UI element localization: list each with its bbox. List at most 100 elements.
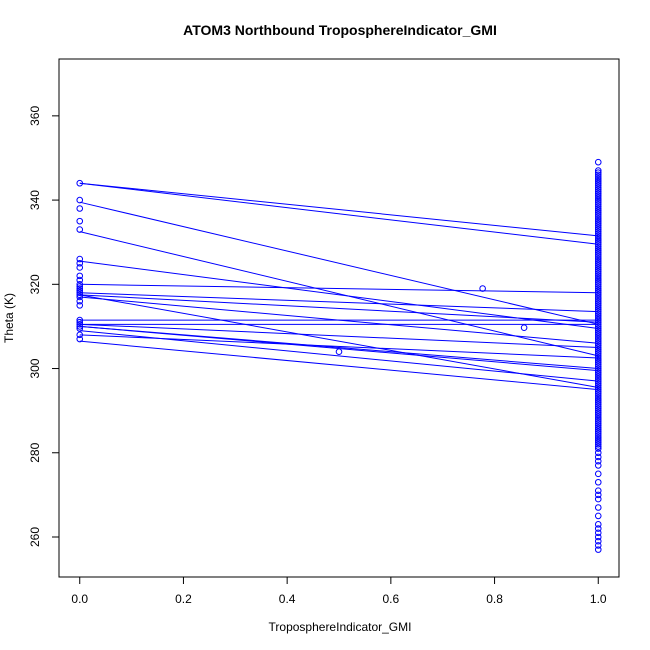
data-point: [594, 542, 602, 549]
data-point: [594, 323, 602, 330]
data-point: [594, 259, 602, 267]
data-point: [594, 487, 602, 494]
data-point: [594, 236, 602, 244]
data-point: [594, 234, 602, 242]
data-point: [594, 396, 602, 404]
data-point: [594, 321, 602, 328]
data-point: [594, 430, 602, 438]
data-point: [594, 243, 602, 250]
data-point: [594, 525, 602, 532]
data-point: [594, 241, 602, 248]
data-point: [594, 363, 602, 370]
data-point: [594, 409, 602, 417]
data-point: [594, 417, 602, 425]
data-point: [594, 264, 602, 271]
data-point: [594, 415, 602, 423]
data-point: [594, 285, 602, 292]
data-point: [594, 304, 602, 311]
data-point: [76, 335, 84, 343]
data-point: [594, 196, 602, 204]
data-point: [594, 217, 602, 225]
data-point: [594, 299, 602, 307]
series-points: [76, 158, 602, 553]
data-point: [594, 529, 602, 537]
data-point: [594, 207, 602, 214]
data-point: [76, 281, 84, 288]
data-point: [594, 356, 602, 364]
data-point: [594, 350, 602, 358]
data-point: [594, 327, 602, 334]
data-point: [594, 335, 602, 343]
data-point: [594, 224, 602, 231]
data-point: [594, 354, 602, 362]
data-point: [594, 428, 602, 436]
data-point: [594, 533, 602, 541]
data-point: [594, 449, 602, 457]
series-lines: [79, 182, 599, 391]
data-point: [594, 184, 602, 191]
data-point: [594, 361, 602, 368]
data-point: [594, 306, 602, 313]
data-point: [76, 283, 84, 290]
data-point: [594, 310, 602, 318]
data-point: [594, 422, 602, 429]
data-point: [594, 373, 602, 381]
data-point: [594, 434, 602, 442]
data-point: [594, 348, 602, 355]
data-point: [594, 171, 602, 179]
data-point: [594, 251, 602, 259]
data-point: [594, 190, 602, 198]
data-point: [76, 316, 84, 324]
data-point: [594, 213, 602, 221]
data-point: [594, 203, 602, 210]
x-axis: 0.0 0.2 0.4 0.6 0.8 1.0: [71, 576, 607, 606]
data-point: [594, 478, 602, 486]
y-tick-label: 360: [28, 106, 42, 126]
data-point: [594, 186, 602, 193]
data-point: [594, 245, 602, 252]
data-point: [594, 394, 602, 402]
data-point: [594, 333, 602, 341]
data-point: [76, 293, 84, 301]
data-point: [594, 521, 602, 528]
data-point: [594, 173, 602, 181]
series-line: [79, 334, 599, 359]
data-point: [594, 270, 602, 278]
data-point: [76, 205, 84, 212]
data-point: [594, 388, 602, 395]
data-point: [594, 295, 602, 303]
chart-title: ATOM3 Northbound TroposphereIndicator_GM…: [183, 22, 497, 38]
data-point: [594, 278, 602, 286]
data-point: [594, 424, 602, 431]
data-point: [594, 291, 602, 299]
data-point: [594, 219, 602, 227]
y-axis: 260 280 300 320 340 360: [28, 106, 60, 547]
y-axis-label: Theta (K): [2, 293, 16, 343]
series-line: [79, 340, 599, 391]
data-point: [520, 324, 528, 331]
data-point: [594, 238, 602, 246]
y-tick-label: 260: [28, 527, 42, 547]
data-point: [76, 291, 84, 299]
data-point: [594, 436, 602, 444]
data-point: [594, 222, 602, 229]
series-line: [79, 294, 599, 323]
data-point: [594, 287, 602, 294]
series-line: [79, 182, 599, 237]
data-point: [594, 205, 602, 212]
series-line: [79, 323, 599, 348]
data-point: [594, 262, 602, 269]
data-point: [76, 331, 84, 339]
data-point: [594, 342, 602, 349]
data-point: [594, 352, 602, 360]
data-point: [594, 367, 602, 374]
data-point: [594, 302, 602, 309]
data-point: [594, 293, 602, 301]
data-point: [594, 495, 602, 503]
data-point: [594, 230, 602, 238]
data-point: [594, 188, 602, 195]
x-tick-label: 0.2: [175, 592, 192, 606]
data-point: [594, 200, 602, 208]
series-line: [79, 182, 599, 245]
